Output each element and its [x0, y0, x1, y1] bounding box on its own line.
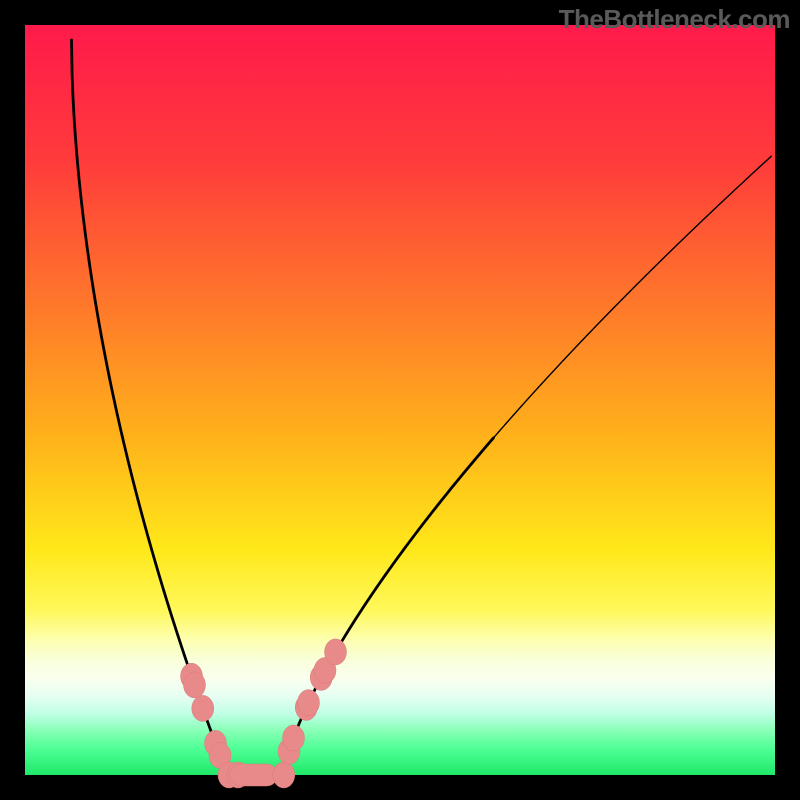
marker-dot — [325, 639, 347, 665]
marker-dot — [283, 725, 305, 751]
marker-dot — [298, 690, 320, 716]
marker-pill — [230, 764, 278, 786]
marker-dot — [184, 672, 206, 698]
chart-container: TheBottleneck.com — [0, 0, 800, 800]
marker-dot — [273, 762, 295, 788]
chart-svg — [0, 0, 800, 800]
plot-background — [25, 25, 775, 775]
watermark-text: TheBottleneck.com — [559, 4, 790, 35]
marker-dot — [192, 695, 214, 721]
